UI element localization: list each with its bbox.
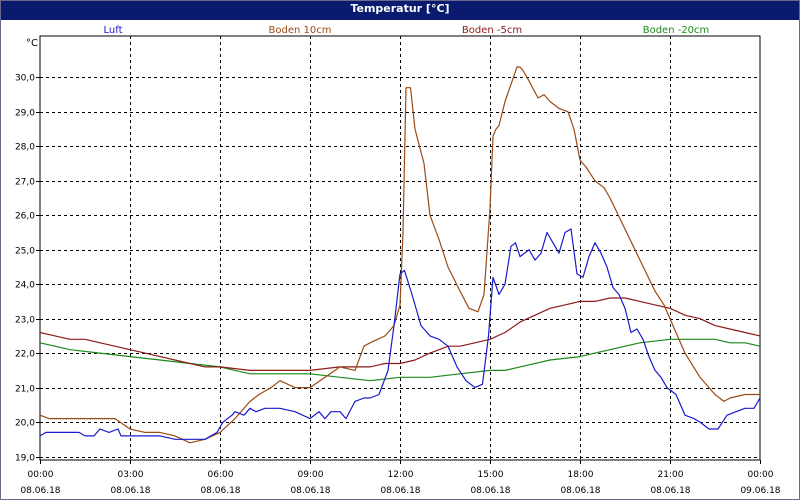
x-tick-date-label: 08.06.18 bbox=[200, 486, 240, 496]
y-tick-label: 20,0 bbox=[15, 419, 35, 429]
x-tick-date-label: 08.06.18 bbox=[290, 486, 330, 496]
x-tick-time-label: 03:00 bbox=[118, 470, 144, 480]
x-tick-time-label: 21:00 bbox=[658, 470, 684, 480]
legend-boden-minus-20cm: Boden -20cm bbox=[642, 25, 710, 36]
legend-boden-10cm: Boden 10cm bbox=[268, 25, 332, 36]
series-line-boden-10cm bbox=[39, 66, 760, 444]
legend-luft: Luft bbox=[103, 25, 123, 36]
y-tick-label: 24,0 bbox=[15, 281, 35, 291]
legend-boden-minus-5cm: Boden -5cm bbox=[461, 25, 523, 36]
x-tick-date-label: 08.06.18 bbox=[650, 486, 690, 496]
x-tick-time-label: 12:00 bbox=[388, 470, 414, 480]
x-tick-date-label: 08.06.18 bbox=[380, 486, 420, 496]
y-tick-label: 23,0 bbox=[15, 316, 35, 326]
series-line-boden-minus-5cm bbox=[39, 297, 761, 371]
x-tick-time-label: 00:00 bbox=[28, 470, 54, 480]
x-tick-time-label: 00:00 bbox=[748, 470, 774, 480]
x-tick-date-label: 09.06.18 bbox=[740, 486, 780, 496]
x-tick-date-label: 08.06.18 bbox=[110, 486, 150, 496]
x-tick-time-label: 09:00 bbox=[298, 470, 324, 480]
series-line-luft bbox=[39, 228, 761, 440]
x-tick-time-label: 15:00 bbox=[478, 470, 504, 480]
x-tick-date-label: 08.06.18 bbox=[20, 486, 60, 496]
y-tick-label: 22,0 bbox=[15, 350, 35, 360]
y-tick-label: 28,0 bbox=[15, 143, 35, 153]
x-tick-time-label: 06:00 bbox=[208, 470, 234, 480]
x-tick-time-label: 18:00 bbox=[568, 470, 594, 480]
y-tick-label: 19,0 bbox=[15, 454, 35, 464]
y-tick-label: 29,0 bbox=[15, 109, 35, 119]
y-tick-label: 30,0 bbox=[15, 74, 35, 84]
y-tick-label: 25,0 bbox=[15, 247, 35, 257]
y-tick-label: 26,0 bbox=[15, 212, 35, 222]
chart-title: Temperatur [°C] bbox=[0, 0, 800, 20]
x-tick-date-label: 08.06.18 bbox=[560, 486, 600, 496]
y-tick-label: 21,0 bbox=[15, 385, 35, 395]
series-line-boden-minus-20cm bbox=[39, 338, 761, 382]
y-unit-label: °C bbox=[26, 38, 38, 49]
y-tick-label: 27,0 bbox=[15, 178, 35, 188]
x-tick-date-label: 08.06.18 bbox=[470, 486, 510, 496]
